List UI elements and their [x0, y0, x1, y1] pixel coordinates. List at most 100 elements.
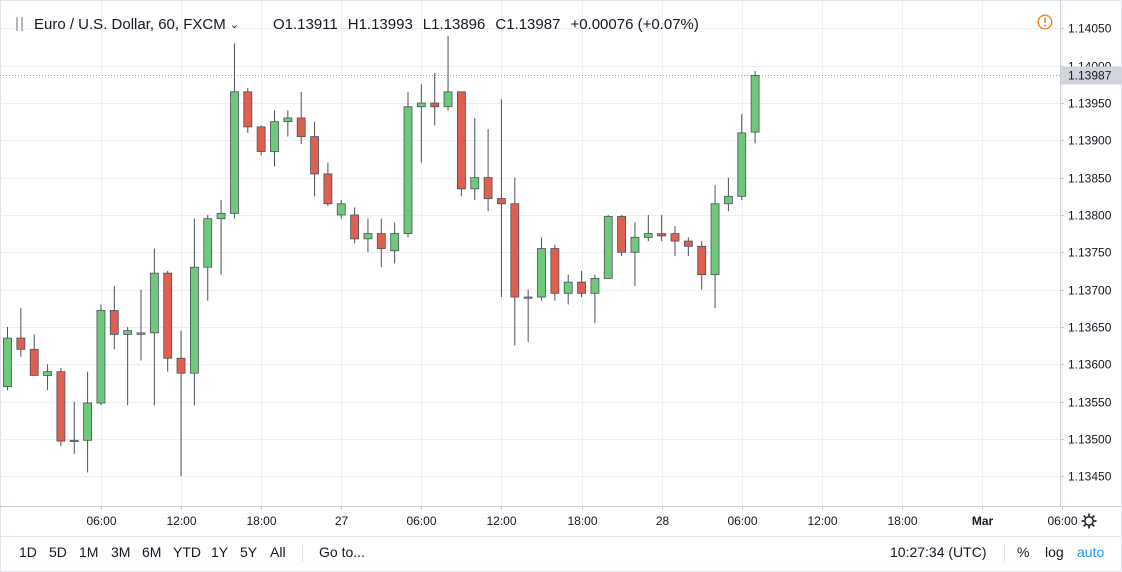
candle[interactable] [577, 270, 586, 298]
candle[interactable] [29, 334, 39, 376]
candle[interactable] [56, 367, 66, 447]
candle[interactable] [376, 218, 386, 268]
candle[interactable] [136, 289, 146, 361]
candle[interactable] [390, 222, 400, 264]
percent-scale-toggle[interactable]: % [1017, 544, 1030, 560]
candle[interactable] [750, 70, 760, 144]
candle-body [403, 106, 413, 235]
candle-body [697, 245, 707, 276]
range-button-1y[interactable]: 1Y [211, 544, 229, 560]
chevron-down-icon[interactable]: ⌄ [229, 18, 239, 31]
log-scale-toggle[interactable]: log [1045, 544, 1064, 560]
candle-body [670, 233, 680, 242]
range-button-all[interactable]: All [270, 544, 286, 560]
time-tick-label: Mar [972, 514, 994, 528]
candle[interactable] [123, 326, 133, 406]
toolbar-divider [1004, 544, 1005, 562]
candle[interactable] [163, 270, 173, 372]
candle[interactable] [670, 226, 680, 256]
range-button-5y[interactable]: 5Y [240, 544, 258, 560]
candle[interactable] [203, 214, 213, 301]
candle[interactable] [416, 84, 426, 163]
gear-icon[interactable] [1080, 512, 1098, 530]
candle[interactable] [483, 129, 493, 212]
candle[interactable] [323, 162, 333, 206]
candle[interactable] [16, 308, 26, 357]
range-button-ytd[interactable]: YTD [173, 544, 201, 560]
candle-body [550, 248, 560, 294]
symbol-title[interactable]: Euro / U.S. Dollar, 60, FXCM [34, 15, 226, 33]
candle[interactable] [456, 91, 466, 197]
candle[interactable] [523, 289, 533, 342]
candle[interactable] [189, 218, 199, 406]
range-button-1d[interactable]: 1D [19, 544, 37, 560]
candle[interactable] [724, 177, 733, 212]
candle[interactable] [497, 99, 506, 298]
candle[interactable] [149, 248, 159, 406]
drag-grip-icon[interactable] [14, 16, 28, 32]
candle[interactable] [697, 241, 707, 290]
candle[interactable] [243, 88, 253, 133]
range-button-6m[interactable]: 6M [142, 544, 162, 560]
candle[interactable] [470, 117, 480, 201]
candle[interactable] [83, 371, 92, 473]
candle[interactable] [310, 121, 319, 197]
candle[interactable] [643, 214, 653, 242]
candle[interactable] [43, 364, 52, 391]
candle[interactable] [69, 401, 79, 454]
candle-body [109, 310, 119, 335]
candle[interactable] [230, 43, 239, 219]
candle-body [83, 402, 92, 441]
candle[interactable] [603, 214, 613, 279]
candle[interactable] [537, 237, 546, 301]
time-tick-label: 06:00 [86, 514, 116, 528]
candle-body [123, 330, 133, 335]
candle[interactable] [630, 222, 640, 286]
open-value: O1.13911 [272, 15, 338, 33]
candle[interactable] [350, 207, 360, 244]
candle[interactable] [657, 214, 667, 242]
candle[interactable] [590, 274, 600, 324]
range-button-5d[interactable]: 5D [49, 544, 67, 560]
price-axis[interactable]: 1.13450 1.13500 1.13550 1.13600 1.13650 1.137… [1060, 22, 1112, 484]
candle[interactable] [737, 114, 747, 201]
candles[interactable] [3, 35, 760, 477]
range-button-1m[interactable]: 1M [79, 544, 99, 560]
candle[interactable] [216, 200, 226, 275]
candle[interactable] [683, 237, 693, 256]
high-value: H1.13993 [347, 15, 413, 33]
warning-icon[interactable] [1037, 14, 1053, 30]
goto-button[interactable]: Go to... [319, 544, 365, 560]
candle[interactable] [550, 244, 560, 301]
candle[interactable] [430, 73, 440, 126]
candle[interactable] [256, 125, 266, 156]
auto-scale-toggle[interactable]: auto [1077, 544, 1105, 560]
candle-body [710, 203, 720, 276]
candle[interactable] [3, 326, 12, 391]
candle[interactable] [296, 91, 306, 145]
time-tick-label: 27 [335, 514, 349, 528]
candle[interactable] [336, 200, 346, 219]
candle[interactable] [283, 110, 293, 137]
candle[interactable] [96, 304, 106, 406]
candle[interactable] [510, 177, 520, 346]
price-tick-label: 1.13800 [1068, 209, 1112, 223]
candle[interactable] [617, 214, 626, 256]
utc-clock[interactable]: 10:27:34 (UTC) [890, 544, 987, 560]
candle-body [376, 233, 386, 249]
candle[interactable] [443, 35, 453, 111]
candle[interactable] [403, 91, 413, 238]
candle[interactable] [176, 330, 186, 477]
candle-body [363, 233, 373, 240]
candle[interactable] [710, 185, 720, 309]
candle[interactable] [270, 110, 279, 167]
candle[interactable] [563, 274, 573, 305]
candle-body [69, 439, 79, 442]
bottom-toolbar: 1D 5D 1M 3M 6M YTD 1Y 5Y All Go to... 10… [0, 536, 1122, 570]
candle[interactable] [109, 285, 119, 350]
time-axis[interactable]: 06:00 12:00 18:00 27 06:00 12:00 18:00 28 06:00 1… [86, 506, 1078, 528]
candle[interactable] [363, 218, 373, 253]
candle-body [617, 216, 626, 253]
range-button-3m[interactable]: 3M [111, 544, 131, 560]
